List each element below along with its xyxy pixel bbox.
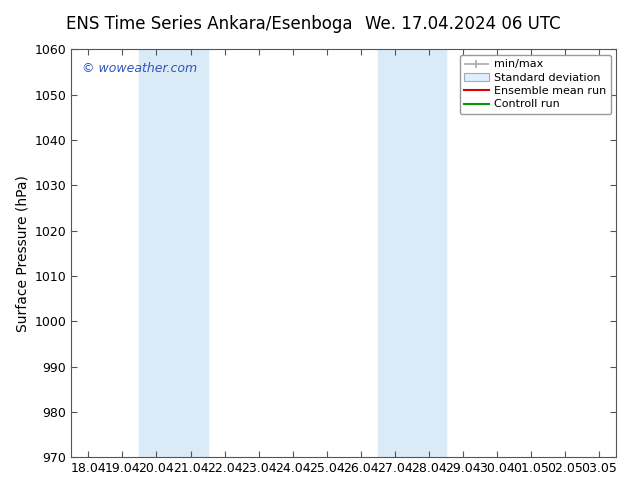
Text: ENS Time Series Ankara/Esenboga: ENS Time Series Ankara/Esenboga — [66, 15, 353, 33]
Legend: min/max, Standard deviation, Ensemble mean run, Controll run: min/max, Standard deviation, Ensemble me… — [460, 55, 611, 114]
Text: We. 17.04.2024 06 UTC: We. 17.04.2024 06 UTC — [365, 15, 560, 33]
Bar — [378, 49, 446, 457]
Bar — [139, 49, 207, 457]
Y-axis label: Surface Pressure (hPa): Surface Pressure (hPa) — [15, 175, 29, 332]
Text: © woweather.com: © woweather.com — [82, 62, 197, 74]
